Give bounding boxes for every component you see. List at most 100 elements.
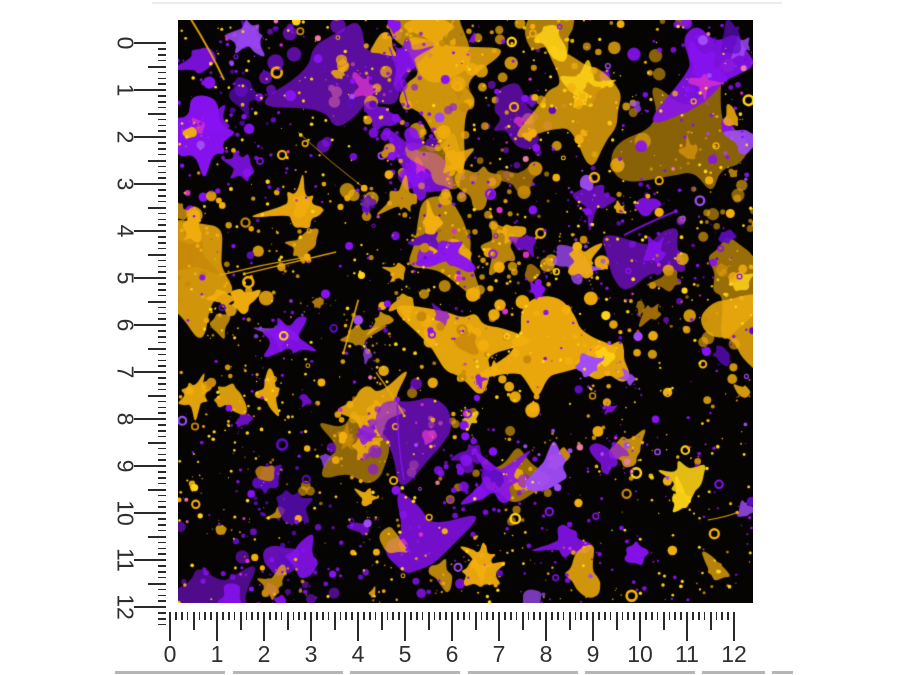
eighth-tick: [257, 612, 259, 620]
half-tick: [474, 612, 477, 630]
eighth-tick: [158, 359, 166, 362]
eighth-tick: [368, 612, 371, 620]
major-tick: [134, 136, 166, 138]
eighth-tick: [251, 612, 254, 620]
eighth-tick: [175, 612, 177, 620]
eighth-tick: [703, 612, 706, 620]
eighth-tick: [304, 612, 306, 620]
eighth-tick: [321, 612, 324, 620]
ruler-number: 10: [627, 641, 653, 667]
eighth-tick: [316, 612, 318, 620]
eighth-tick: [158, 200, 166, 203]
eighth-tick: [598, 612, 600, 620]
ruler-number: 4: [112, 224, 139, 238]
eighth-tick: [158, 242, 166, 244]
half-tick: [148, 441, 166, 444]
half-tick: [521, 612, 524, 630]
eighth-tick: [158, 377, 166, 379]
half-tick: [148, 347, 166, 350]
eighth-tick: [158, 318, 166, 320]
eighth-tick: [158, 195, 166, 197]
major-tick: [134, 324, 166, 326]
thumbnail-strip-edge: [233, 671, 343, 674]
major-tick: [545, 612, 547, 641]
ruler-number: 9: [112, 459, 139, 473]
half-tick: [286, 612, 289, 630]
eighth-tick: [158, 500, 166, 503]
major-tick: [134, 465, 166, 467]
eighth-tick: [158, 494, 166, 497]
major-tick: [639, 612, 641, 641]
major-tick: [686, 612, 688, 641]
thumbnail-strip-edge: [350, 671, 460, 674]
major-tick: [134, 418, 166, 420]
half-tick: [148, 300, 166, 303]
eighth-tick: [680, 612, 682, 620]
eighth-tick: [158, 330, 166, 332]
eighth-tick: [509, 612, 512, 620]
half-tick: [148, 159, 166, 162]
eighth-tick: [158, 553, 166, 555]
ruler-number: 8: [539, 641, 553, 667]
eighth-tick: [158, 165, 166, 168]
half-tick: [148, 65, 166, 68]
eighth-tick: [269, 612, 271, 620]
eighth-tick: [697, 612, 700, 620]
eighth-tick: [715, 612, 718, 620]
eighth-tick: [158, 406, 166, 409]
eighth-tick: [609, 612, 612, 620]
half-tick: [148, 253, 166, 256]
eighth-tick: [480, 612, 483, 620]
eighth-tick: [158, 453, 166, 456]
eighth-tick: [158, 271, 166, 273]
eighth-tick: [158, 306, 166, 309]
major-tick: [134, 183, 166, 185]
thumbnail-strip-edge: [115, 671, 225, 674]
ruler-number: 2: [112, 130, 139, 144]
major-tick: [134, 606, 166, 608]
eighth-tick: [415, 612, 418, 620]
thumbnail-strip-edge: [702, 671, 765, 674]
eighth-tick: [233, 612, 236, 620]
eighth-tick: [457, 612, 459, 620]
eighth-tick: [327, 612, 330, 620]
ruler-number: 12: [112, 594, 139, 620]
eighth-tick: [158, 447, 166, 450]
major-tick: [134, 559, 166, 561]
eighth-tick: [158, 283, 166, 285]
eighth-tick: [227, 612, 230, 620]
eighth-tick: [668, 612, 671, 620]
half-tick: [662, 612, 665, 630]
major-tick: [134, 42, 166, 44]
eighth-tick: [158, 612, 166, 614]
ruler-number: 6: [112, 318, 139, 332]
eighth-tick: [158, 124, 166, 127]
major-tick: [134, 89, 166, 91]
eighth-tick: [158, 388, 166, 391]
eighth-tick: [562, 612, 565, 620]
major-tick: [263, 612, 265, 641]
half-tick: [568, 612, 571, 630]
eighth-tick: [158, 353, 166, 356]
eighth-tick: [468, 612, 471, 620]
eighth-tick: [621, 612, 624, 620]
eighth-tick: [386, 612, 389, 620]
major-tick: [310, 612, 312, 641]
half-tick: [148, 206, 166, 209]
eighth-tick: [158, 259, 166, 262]
eighth-tick: [158, 218, 166, 221]
eighth-tick: [158, 341, 166, 344]
eighth-tick: [158, 148, 166, 150]
eighth-tick: [158, 48, 166, 50]
ruler-number: 0: [112, 36, 139, 50]
major-tick: [592, 612, 594, 641]
eighth-tick: [574, 612, 577, 620]
eighth-tick: [633, 612, 635, 620]
eighth-tick: [222, 612, 224, 620]
eighth-tick: [158, 600, 166, 602]
half-tick: [148, 535, 166, 538]
eighth-tick: [398, 612, 400, 620]
half-tick: [148, 582, 166, 585]
eighth-tick: [198, 612, 201, 620]
